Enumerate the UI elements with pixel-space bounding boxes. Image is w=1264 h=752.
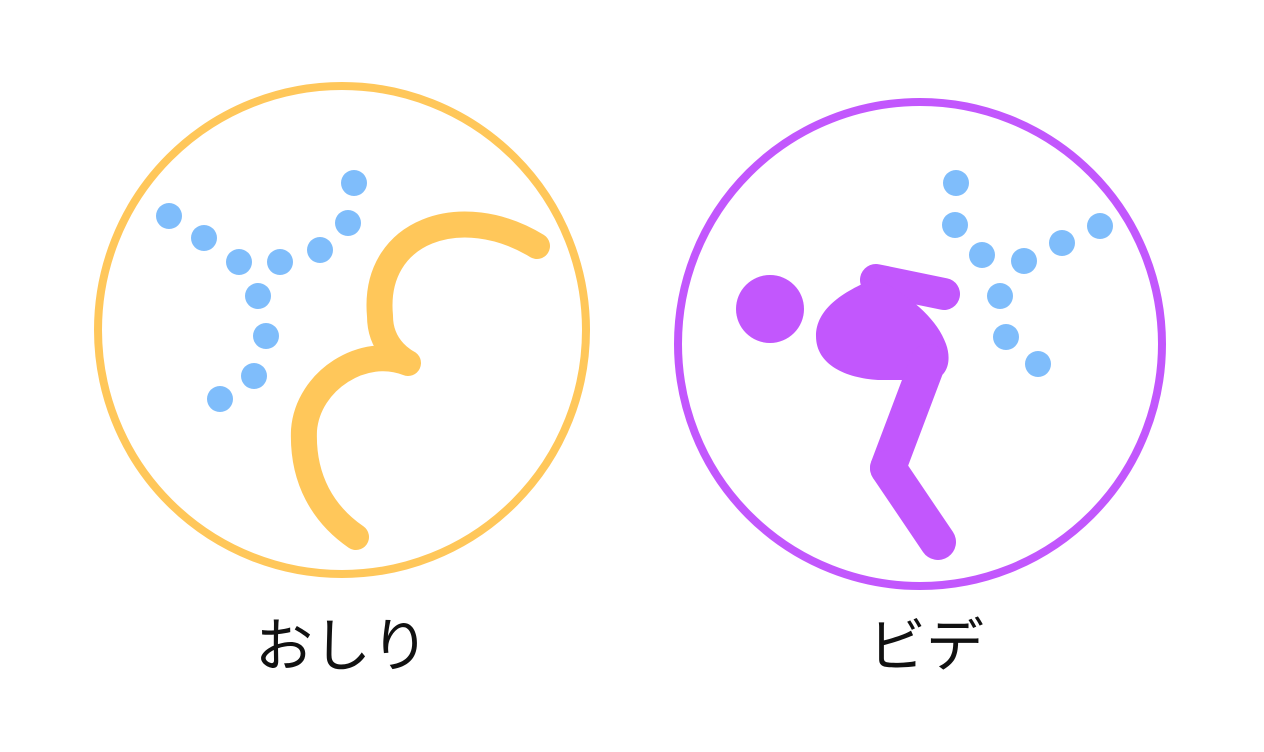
rear-wash-label: おしり — [254, 612, 429, 680]
spray-dot — [253, 323, 279, 349]
bidet-wash-ring — [674, 98, 1166, 590]
spray-dot — [987, 283, 1013, 309]
spray-dot — [993, 324, 1019, 350]
spray-dot — [307, 237, 333, 263]
bidet-wash-label: ビデ — [867, 612, 984, 680]
spray-dot — [191, 225, 217, 251]
spray-dot — [241, 363, 267, 389]
water-spray-icon — [156, 170, 367, 412]
spray-dot — [245, 283, 271, 309]
person-shin — [870, 450, 956, 560]
spray-dot — [341, 170, 367, 196]
rear-wash-button[interactable]: おしり — [82, 80, 602, 700]
spray-dot — [1049, 230, 1075, 256]
person-thigh — [870, 344, 946, 486]
spray-dot — [1025, 351, 1051, 377]
spray-dot — [1011, 248, 1037, 274]
water-spray-icon — [942, 170, 1113, 377]
rear-wash-icon — [94, 82, 590, 578]
person-bending-icon — [736, 264, 960, 560]
buttocks-outline-icon — [290, 211, 550, 550]
spray-dot — [156, 203, 182, 229]
spray-dot — [267, 249, 293, 275]
spray-dot — [335, 210, 361, 236]
rear-wash-ring — [94, 82, 590, 578]
spray-dot — [942, 212, 968, 238]
spray-dot — [207, 386, 233, 412]
spray-dot — [1087, 213, 1113, 239]
bidet-wash-button[interactable]: ビデ — [666, 80, 1186, 700]
spray-dot — [943, 170, 969, 196]
person-upper-body — [860, 264, 960, 310]
spray-dot — [969, 242, 995, 268]
bidet-wash-icon — [674, 98, 1166, 590]
spray-dot — [226, 249, 252, 275]
person-head — [736, 275, 804, 343]
